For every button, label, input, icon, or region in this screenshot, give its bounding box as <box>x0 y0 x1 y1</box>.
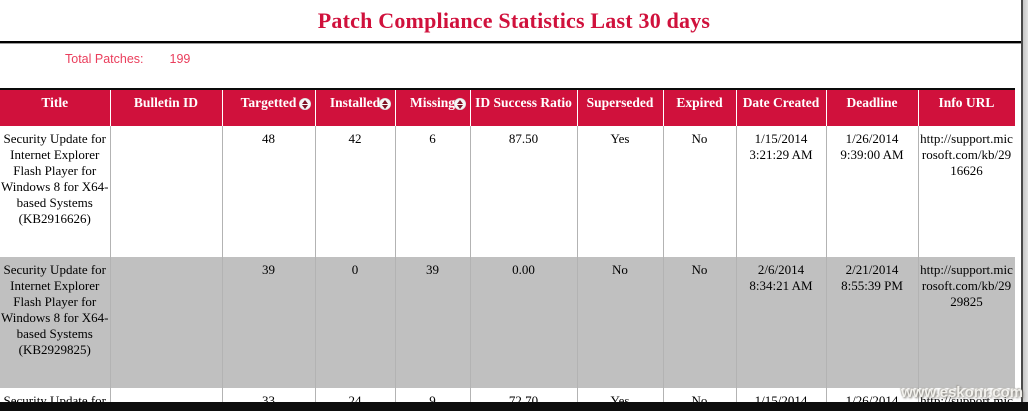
cell-title: Security Update for <box>0 388 111 402</box>
column-header-missing[interactable]: Missing <box>395 90 471 126</box>
column-header-label: Superseded <box>586 95 654 110</box>
total-patches: Total Patches: 199 <box>0 52 1028 66</box>
cell-installed: 0 <box>315 257 396 388</box>
column-header-info-url: Info URL <box>918 90 1015 126</box>
cell-missing: 9 <box>395 388 471 402</box>
window-bottom-bar <box>0 402 1028 411</box>
cell-id-success-ratio: 0.00 <box>470 257 578 388</box>
cell-expired: No <box>663 126 737 257</box>
sort-up-arrow <box>456 99 463 104</box>
cell-title: Security Update for Internet Explorer Fl… <box>0 126 111 257</box>
cell-date-created: 1/15/2014 <box>736 388 827 402</box>
sort-down-arrow <box>381 104 388 109</box>
cell-deadline: 1/26/2014 9:39:00 AM <box>826 126 919 257</box>
title-band: Patch Compliance Statistics Last 30 days <box>0 0 1028 41</box>
column-header-bulletin-id: Bulletin ID <box>110 90 223 126</box>
cell-missing: 39 <box>395 257 471 388</box>
cell-installed: 42 <box>315 126 396 257</box>
column-header-label: Missing <box>409 95 455 110</box>
cell-deadline: 2/21/2014 8:55:39 PM <box>826 257 919 388</box>
cell-info-url: http://support.micr <box>918 388 1015 402</box>
column-header-targetted[interactable]: Targetted <box>222 90 316 126</box>
column-header-title: Title <box>0 90 111 126</box>
patch-table: Title Bulletin ID Targetted Installed Missin… <box>0 90 1015 402</box>
column-header-label: Deadline <box>846 95 898 110</box>
cell-bulletin-id <box>110 126 223 257</box>
table-header-row: Title Bulletin ID Targetted Installed Missin… <box>0 90 1015 126</box>
sort-up-arrow <box>301 99 308 104</box>
cell-id-success-ratio: 72.70 <box>470 388 578 402</box>
cell-installed: 24 <box>315 388 396 402</box>
sort-down-arrow <box>456 104 463 109</box>
column-header-superseded: Superseded <box>577 90 664 126</box>
cell-missing: 6 <box>395 126 471 257</box>
sort-down-arrow <box>301 104 308 109</box>
cell-targetted: 39 <box>222 257 316 388</box>
page-title: Patch Compliance Statistics Last 30 days <box>317 7 711 33</box>
total-patches-value: 199 <box>169 52 191 66</box>
cell-targetted: 33 <box>222 388 316 402</box>
cell-targetted: 48 <box>222 126 316 257</box>
column-header-label: Bulletin ID <box>133 95 199 110</box>
total-patches-label: Total Patches: <box>65 52 144 66</box>
column-header-date-created: Date Created <box>736 90 827 126</box>
column-header-label: ID Success Ratio <box>475 95 572 110</box>
cell-expired: No <box>663 257 737 388</box>
cell-date-created: 2/6/2014 8:34:21 AM <box>736 257 827 388</box>
column-header-label: Info URL <box>938 95 995 110</box>
title-divider <box>0 41 1023 43</box>
table-row: Security Update for Internet Explorer Fl… <box>0 126 1015 257</box>
cell-deadline: 1/26/2014 <box>826 388 919 402</box>
cell-info-url: http://support.microsoft.com/kb/2929825 <box>918 257 1015 388</box>
cell-title: Security Update for Internet Explorer Fl… <box>0 257 111 388</box>
cell-superseded: Yes <box>577 126 664 257</box>
column-header-label: Installed <box>329 95 381 110</box>
cell-info-url: http://support.microsoft.com/kb/2916626 <box>918 126 1015 257</box>
column-header-label: Date Created <box>742 95 820 110</box>
sort-icon[interactable] <box>453 98 466 110</box>
cell-bulletin-id <box>110 257 223 388</box>
column-header-installed[interactable]: Installed <box>315 90 396 126</box>
column-header-label: Expired <box>676 95 723 110</box>
cell-id-success-ratio: 87.50 <box>470 126 578 257</box>
table-row: Security Update for Internet Explorer Fl… <box>0 257 1015 388</box>
window-right-edge <box>1021 0 1028 411</box>
cell-bulletin-id <box>110 388 223 402</box>
sort-icon[interactable] <box>298 98 311 110</box>
cell-superseded: Yes <box>577 388 664 402</box>
watermark: www.eskonr.com <box>901 384 1023 401</box>
cell-date-created: 1/15/2014 3:21:29 AM <box>736 126 827 257</box>
cell-expired: No <box>663 388 737 402</box>
patch-table-wrap: Title Bulletin ID Targetted Installed Missin… <box>0 88 1015 402</box>
cell-superseded: No <box>577 257 664 388</box>
table-row: Security Update for 33 24 9 72.70 Yes No 1/15/2… <box>0 388 1015 402</box>
sort-up-arrow <box>381 99 388 104</box>
column-header-id-success-ratio: ID Success Ratio <box>470 90 578 126</box>
column-header-expired: Expired <box>663 90 737 126</box>
column-header-label: Title <box>41 95 69 110</box>
sort-icon[interactable] <box>378 98 391 110</box>
column-header-deadline: Deadline <box>826 90 919 126</box>
column-header-label: Targetted <box>240 95 297 110</box>
